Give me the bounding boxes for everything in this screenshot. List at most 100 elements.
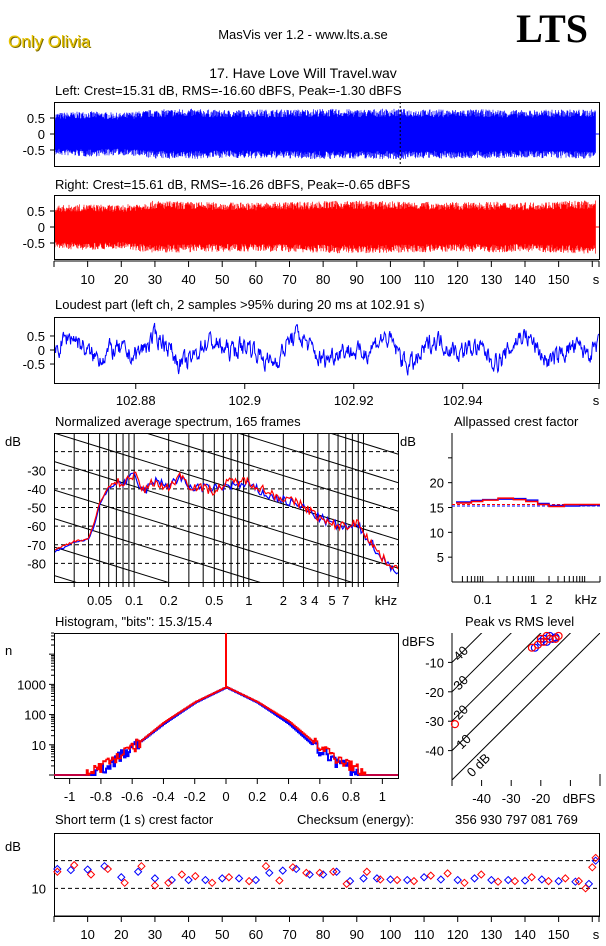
peak-rms-diagonal-label: 10 <box>453 731 474 752</box>
histogram-xtick-label: -0.2 <box>184 789 206 804</box>
short-term-point-right <box>544 876 553 886</box>
spectrum-series-left <box>54 471 398 575</box>
short-term-xtick-label: 40 <box>181 927 195 942</box>
histogram-ytick-label: 100 <box>24 708 46 723</box>
loudest-part-frame <box>54 317 600 384</box>
short-term-point-left <box>386 875 395 884</box>
short-term-point-right <box>120 878 129 888</box>
loudest-part-xtick-label: 102.94 <box>443 393 483 408</box>
spectrum-xtick-label: 3 <box>300 593 307 608</box>
peak-rms-ylabel: dBFS <box>402 634 435 649</box>
short-term-point-left <box>184 875 193 885</box>
spectrum-slope-line <box>54 518 261 582</box>
spectrum-ytick-label: -50 <box>27 501 46 516</box>
spectrum-slope-line <box>54 489 353 582</box>
short-term-xtick-label: 110 <box>414 927 435 942</box>
spectrum-ytick-label: -60 <box>27 519 46 534</box>
short-term-ylabel: dB <box>5 839 21 854</box>
short-term-point-right <box>581 884 590 893</box>
checksum-label: Checksum (energy): <box>297 812 415 827</box>
spectrum-xtick-label: 0.2 <box>160 593 178 608</box>
short-term-xtick-label: 140 <box>514 927 536 942</box>
allpassed-xunit-label: kHz <box>575 592 597 607</box>
short-term-point-left <box>133 867 143 876</box>
peak-rms-ytick-label: -40 <box>425 744 444 759</box>
peak-rms-ytick-label: -20 <box>425 685 444 700</box>
spectrum-slope-line <box>236 433 398 484</box>
short-term-xtick-label: 50 <box>215 927 229 942</box>
artist-name: Only Olivia <box>8 32 91 51</box>
spectrum-xtick-label: 0.1 <box>125 593 143 608</box>
short-term-point-right <box>493 877 503 886</box>
spectrum-xtick-label: 0.05 <box>87 593 112 608</box>
short-term-point-right <box>362 867 372 876</box>
spectrum-ylabel: dB <box>5 434 21 449</box>
right-waveform-xtick-label: 50 <box>215 272 229 287</box>
short-term-point-left <box>436 875 446 884</box>
short-term-point-left <box>83 865 92 874</box>
short-term-point-left <box>66 865 76 875</box>
short-term-point-right <box>302 868 311 878</box>
short-term-point-left <box>117 873 126 882</box>
allpassed-ytick-label: 20 <box>430 476 444 491</box>
allpassed-ylabel: dB <box>400 434 416 449</box>
loudest-part-xtick-label: 102.9 <box>228 393 261 408</box>
right-waveform-xtick-label: 40 <box>181 272 195 287</box>
short-term-point-right <box>574 876 584 886</box>
short-term-point-right <box>426 871 435 880</box>
short-term-point-left <box>520 876 530 885</box>
peak-rms-xtick-label: -30 <box>502 791 521 806</box>
right-waveform-xtick-label: 110 <box>414 272 435 287</box>
short-term-point-left <box>278 866 287 875</box>
right-waveform-xtick-label: 80 <box>316 272 330 287</box>
allpassed-title: Allpassed crest factor <box>454 414 579 429</box>
short-term-point-left <box>53 864 62 874</box>
spectrum-xtick-label: 0.5 <box>205 593 223 608</box>
spectrum-ytick-label: -80 <box>27 556 46 571</box>
short-term-point-left <box>318 870 328 879</box>
short-term-point-left <box>419 873 429 882</box>
right-waveform-xtick-label: 20 <box>114 272 128 287</box>
short-term-xtick-label: 130 <box>480 927 502 942</box>
short-term-point-left <box>201 875 210 885</box>
histogram-xtick-label: 0 <box>222 789 229 804</box>
spectrum-slope-line <box>54 433 398 541</box>
histogram-series-right <box>54 686 398 776</box>
loudest-part-signal <box>54 322 600 376</box>
peak-rms-xtick-label: -40 <box>472 791 491 806</box>
short-term-point-left <box>218 874 227 883</box>
short-term-point-right <box>191 871 200 881</box>
short-term-point-right <box>103 864 113 874</box>
short-term-point-left <box>332 867 341 876</box>
spectrum-xunit-label: kHz <box>375 593 397 608</box>
short-term-point-left <box>403 875 412 885</box>
left-waveform-frame <box>54 102 600 167</box>
short-term-point-left <box>571 877 580 886</box>
peak-rms-diagonal <box>452 633 542 722</box>
histogram-xtick-label: 0.4 <box>280 789 298 804</box>
short-term-point-left <box>537 875 547 884</box>
allpassed-ytick-label: 10 <box>430 525 444 540</box>
checksum-value: 356 930 797 081 769 <box>455 812 578 827</box>
right-waveform-xtick-label: 140 <box>514 272 536 287</box>
right-channel-title: Right: Crest=15.61 dB, RMS=-16.26 dBFS, … <box>55 177 411 192</box>
loudest-part-ytick-label: 0.5 <box>27 329 45 344</box>
right-waveform-xtick-label: 100 <box>380 272 402 287</box>
short-term-xtick-label: 70 <box>282 927 296 942</box>
spectrum-series-right <box>54 471 398 570</box>
app-title: MasVis ver 1.2 - www.lts.a.se <box>218 27 388 42</box>
spectrum-slope-line <box>328 433 398 455</box>
histogram-ytick-label: 1000 <box>17 677 46 692</box>
allpassed-xtick-label: 2 <box>545 592 552 607</box>
short-term-point-right <box>164 878 173 888</box>
spectrum-grid <box>54 433 398 582</box>
peak-rms-diagonals <box>452 633 600 780</box>
short-term-point-right <box>53 867 62 876</box>
histogram-ytick-label: 10 <box>32 738 46 753</box>
short-term-point-right <box>460 878 469 888</box>
loudest-part-ytick-label: 0 <box>38 343 45 358</box>
spectrum-slope-line <box>144 433 398 512</box>
histogram-ylabel: n <box>5 643 12 658</box>
right-waveform-ytick-label: -0.5 <box>23 236 45 251</box>
